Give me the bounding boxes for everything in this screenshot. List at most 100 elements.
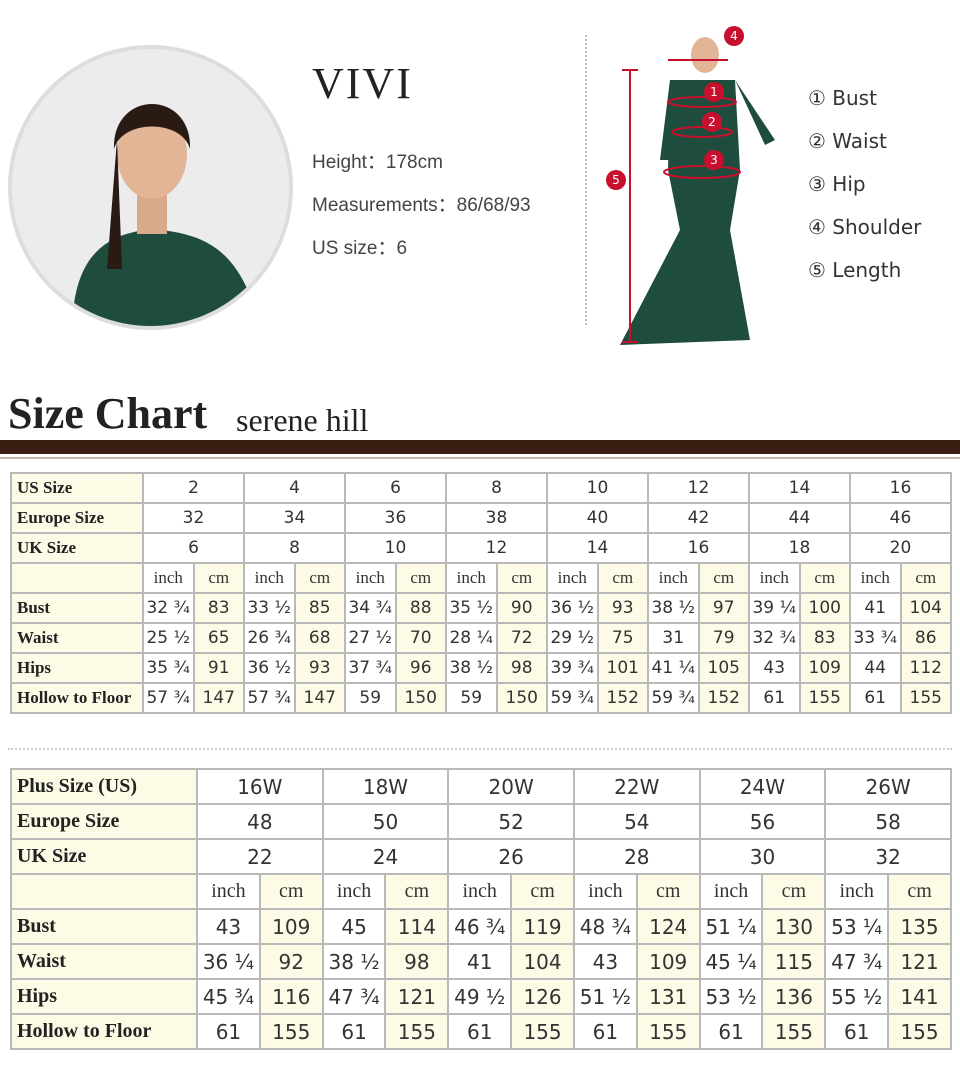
size-cell: 22	[196, 838, 324, 875]
inch-value: 61	[824, 1013, 890, 1050]
cm-value: 155	[384, 1013, 450, 1050]
size-cell: 10	[344, 532, 447, 564]
unit-cm: cm	[293, 562, 346, 594]
size-row: Plus Size (US) 16W 18W 20W 22W 24W 26W	[10, 768, 952, 805]
inch-value: 34 ¾	[344, 592, 397, 624]
model-portrait	[8, 45, 293, 330]
legend-waist: ② Waist	[808, 129, 887, 153]
legend-bust: ① Bust	[808, 86, 877, 110]
cm-value: 114	[384, 908, 450, 945]
inch-value: 47 ¾	[321, 978, 387, 1015]
inch-value: 32 ¾	[748, 622, 801, 654]
unit-cm: cm	[697, 562, 750, 594]
inch-value: 45 ¼	[698, 943, 764, 980]
row-label: Waist	[10, 622, 144, 654]
size-cell: 48	[196, 803, 324, 840]
size-cell: 54	[572, 803, 701, 840]
unit-inch: inch	[445, 562, 498, 594]
cm-value: 155	[635, 1013, 701, 1050]
cm-value: 85	[293, 592, 346, 624]
size-cell: 50	[321, 803, 450, 840]
inch-value: 33 ½	[243, 592, 296, 624]
inch-value: 55 ½	[824, 978, 890, 1015]
cm-value: 155	[899, 682, 952, 714]
size-cell: 20W	[447, 768, 575, 805]
inch-value: 35 ½	[445, 592, 498, 624]
inch-value: 43	[572, 943, 638, 980]
row-label: Hollow to Floor	[10, 682, 144, 714]
inch-value: 59	[344, 682, 397, 714]
measurement-row: Hollow to Floor 57 ¾ 147 57 ¾ 147 59 150 59 150 5…	[10, 682, 952, 714]
size-cell: 32	[142, 502, 245, 534]
inch-value: 36 ½	[243, 652, 296, 684]
inch-value: 36 ½	[546, 592, 599, 624]
marker-length: 5	[606, 170, 626, 190]
cm-value: 75	[596, 622, 649, 654]
inch-value: 32 ¾	[142, 592, 195, 624]
size-cell: 24	[321, 838, 450, 875]
inch-value: 53 ½	[698, 978, 764, 1015]
divider	[585, 35, 587, 325]
size-cell: 14	[748, 472, 851, 504]
size-cell: 44	[748, 502, 851, 534]
cm-value: 70	[394, 622, 447, 654]
inch-value: 28 ¼	[445, 622, 498, 654]
cm-value: 136	[761, 978, 827, 1015]
cm-value: 93	[596, 592, 649, 624]
cm-value: 98	[495, 652, 548, 684]
size-cell: 6	[142, 532, 245, 564]
marker-hip: 3	[704, 150, 724, 170]
size-cell: 42	[647, 502, 750, 534]
cm-value: 92	[258, 943, 324, 980]
unit-cm: cm	[384, 873, 450, 910]
cm-value: 109	[798, 652, 851, 684]
row-label: US Size	[10, 472, 144, 504]
unit-label-blank	[10, 562, 144, 594]
measurement-row: Hips 45 ¾ 116 47 ¾ 121 49 ½ 126 51 ½ 131 53 ½ 136 5…	[10, 978, 952, 1015]
row-label: UK Size	[10, 838, 198, 875]
marker-waist: 2	[702, 112, 722, 132]
size-cell: 18	[748, 532, 851, 564]
size-cell: 26	[447, 838, 575, 875]
measurement-row: Waist 36 ¼ 92 38 ½ 98 41 104 43 109 45 ¼ 115 47 ¾ 12…	[10, 943, 952, 980]
size-row: UK Size 6 8 10 12 14 16 18 20	[10, 532, 952, 564]
cm-value: 155	[798, 682, 851, 714]
size-cell: 24W	[698, 768, 827, 805]
inch-value: 43	[748, 652, 801, 684]
unit-row: inch cm inch cm inch cm inch cm inch cm inch cm inch…	[10, 562, 952, 594]
cm-value: 105	[697, 652, 750, 684]
cm-value: 93	[293, 652, 346, 684]
measurement-row: Hollow to Floor 61 155 61 155 61 155 61 155 61 155…	[10, 1013, 952, 1050]
inch-value: 39 ¾	[546, 652, 599, 684]
size-cell: 4	[243, 472, 346, 504]
inch-value: 61	[447, 1013, 513, 1050]
unit-inch: inch	[344, 562, 397, 594]
inch-value: 61	[572, 1013, 638, 1050]
size-cell: 6	[344, 472, 447, 504]
size-cell: 38	[445, 502, 548, 534]
cm-value: 147	[293, 682, 346, 714]
legend-length: ⑤ Length	[808, 258, 902, 282]
inch-value: 27 ½	[344, 622, 397, 654]
unit-inch: inch	[546, 562, 599, 594]
section-divider	[8, 748, 952, 750]
inch-value: 26 ¾	[243, 622, 296, 654]
size-row: US Size 2 4 6 8 10 12 14 16	[10, 472, 952, 504]
cm-value: 155	[510, 1013, 575, 1050]
cm-value: 131	[635, 978, 701, 1015]
row-label: Waist	[10, 943, 198, 980]
cm-value: 119	[510, 908, 575, 945]
inch-value: 61	[748, 682, 801, 714]
cm-value: 121	[384, 978, 450, 1015]
legend-shoulder: ④ Shoulder	[808, 215, 922, 239]
inch-value: 57 ¾	[142, 682, 195, 714]
row-label: Hollow to Floor	[10, 1013, 198, 1050]
measurement-row: Waist 25 ½ 65 26 ¾ 68 27 ½ 70 28 ¼ 72 29 ½ 75 31 79 3…	[10, 622, 952, 654]
size-cell: 2	[142, 472, 245, 504]
row-label: Hips	[10, 652, 144, 684]
inch-value: 48 ¾	[572, 908, 638, 945]
model-us-size: US size：6	[312, 238, 408, 259]
size-row: UK Size 22 24 26 28 30 32	[10, 838, 952, 875]
inch-value: 37 ¾	[344, 652, 397, 684]
